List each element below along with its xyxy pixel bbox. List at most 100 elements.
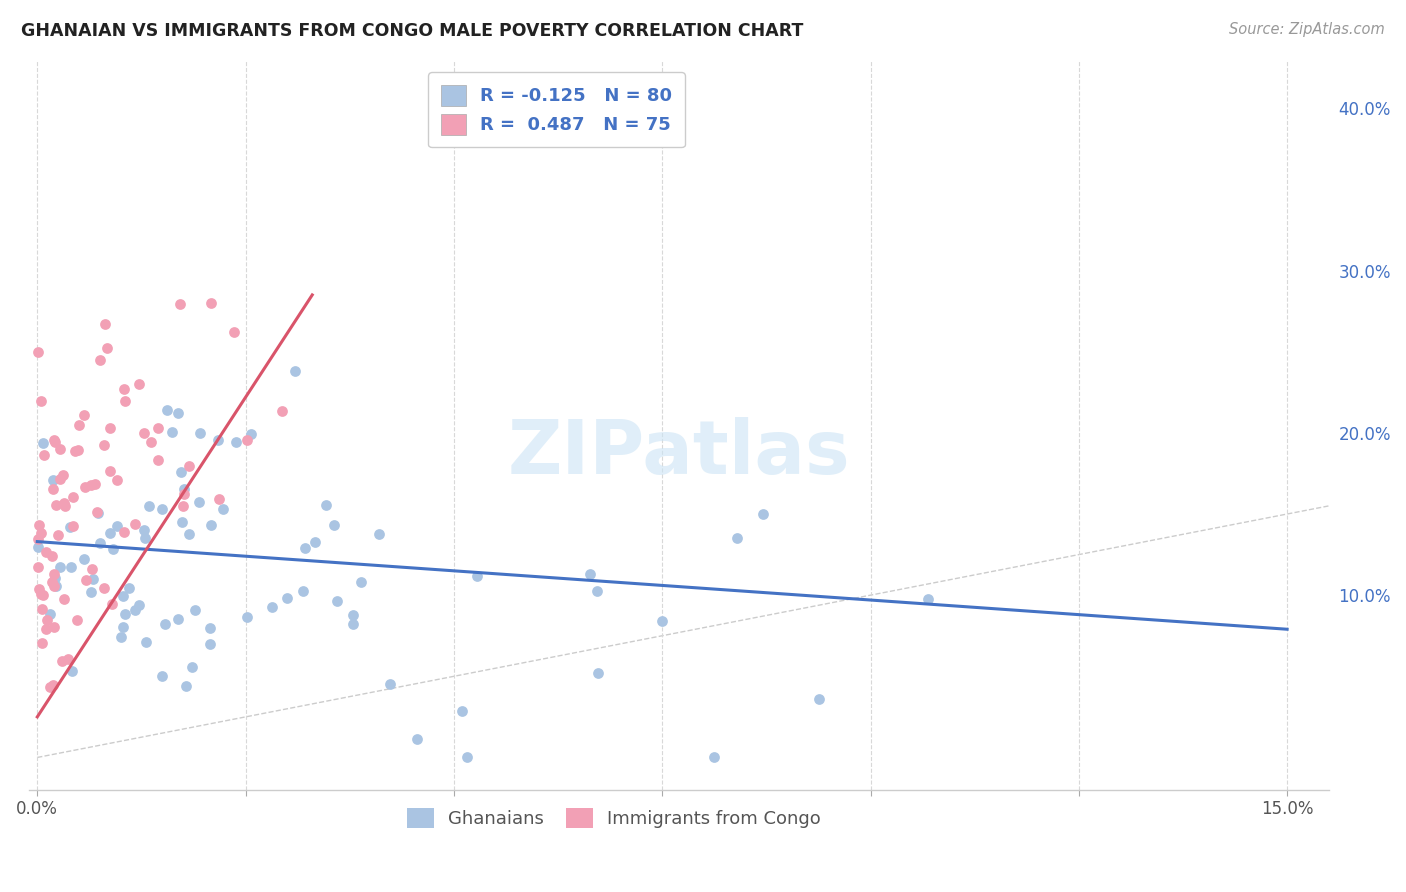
Point [80,478,103,492]
Point [75,573,97,587]
Point [138,500,160,514]
Point [93,438,115,452]
Point [89,353,111,368]
Point [208,491,231,506]
Point [51,654,73,668]
Point [112,620,135,634]
Point [304,535,326,549]
Point [350,574,373,589]
Point [59,520,82,534]
Point [132,425,155,440]
Point [172,516,194,530]
Point [187,495,209,509]
Point [146,421,169,435]
Point [198,637,221,651]
Point [105,473,128,487]
Point [56,652,79,666]
Point [124,517,146,532]
Point [160,425,183,440]
Point [80,585,103,599]
Point [72,408,94,422]
Point [808,692,831,706]
Point [139,435,162,450]
Point [467,568,489,582]
Point [176,679,198,693]
Point [53,591,76,606]
Point [260,599,283,614]
Point [35,613,58,627]
Point [35,545,58,559]
Point [917,592,939,607]
Point [52,496,75,510]
Point [89,536,111,550]
Point [114,394,136,409]
Point [98,526,121,541]
Point [42,473,65,487]
Point [86,505,108,519]
Point [66,442,89,457]
Point [156,402,179,417]
Point [73,480,96,494]
Point [32,448,55,462]
Point [114,607,136,622]
Point [35,622,58,636]
Point [200,517,222,532]
Point [84,476,107,491]
Point [169,466,191,480]
Point [32,436,55,450]
Point [42,482,65,496]
Point [236,610,259,624]
Point [32,588,55,602]
Point [173,487,195,501]
Point [271,404,294,418]
Point [118,581,141,595]
Point [703,750,725,764]
Text: GHANAIAN VS IMMIGRANTS FROM CONGO MALE POVERTY CORRELATION CHART: GHANAIAN VS IMMIGRANTS FROM CONGO MALE P… [21,22,803,40]
Point [183,602,205,616]
Point [31,602,53,616]
Point [42,567,65,582]
Point [39,607,62,622]
Point [211,501,233,516]
Point [207,434,229,448]
Point [41,575,63,590]
Point [134,531,156,545]
Point [166,612,188,626]
Point [148,453,170,467]
Point [188,426,211,441]
Point [93,581,115,595]
Point [181,660,204,674]
Point [62,490,84,504]
Point [45,579,67,593]
Point [150,501,173,516]
Point [42,434,65,448]
Point [284,364,307,378]
Point [44,620,66,634]
Point [73,552,96,566]
Point [294,541,316,556]
Point [49,472,72,486]
Point [96,341,118,355]
Point [48,442,70,457]
Point [725,532,748,546]
Point [200,295,222,310]
Point [65,443,87,458]
Point [128,598,150,612]
Point [38,680,60,694]
Point [150,668,173,682]
Point [101,541,124,556]
Point [326,593,349,607]
Point [167,406,190,420]
Point [367,527,389,541]
Point [52,468,75,483]
Point [27,533,49,547]
Point [27,344,49,359]
Point [177,526,200,541]
Point [169,296,191,310]
Point [406,731,429,746]
Point [82,572,104,586]
Point [67,418,90,433]
Point [135,635,157,649]
Legend: Ghanaians, Immigrants from Congo: Ghanaians, Immigrants from Congo [399,800,828,836]
Point [132,523,155,537]
